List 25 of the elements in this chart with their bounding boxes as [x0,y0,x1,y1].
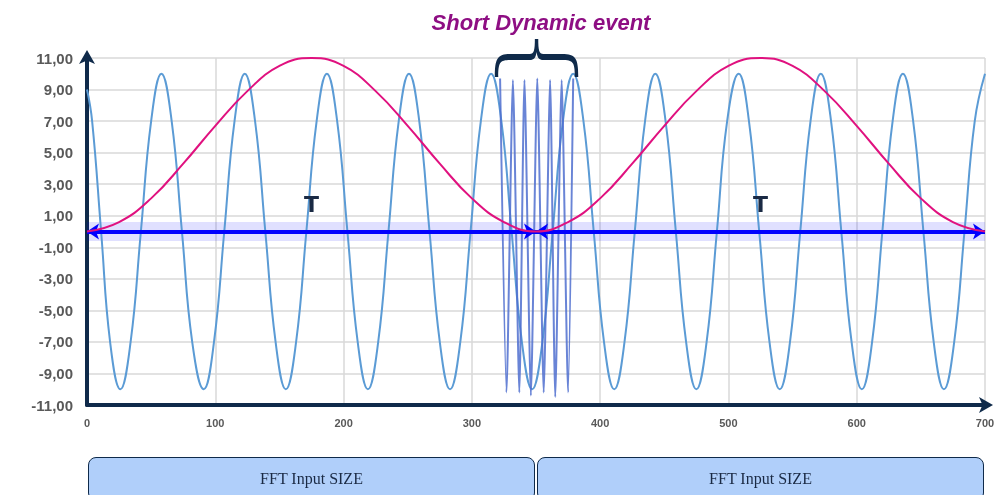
chart-title: Short Dynamic event [431,9,653,35]
x-tick-label: 200 [334,416,353,429]
y-tick-label: -5,00 [38,301,73,319]
x-tick-label: 700 [975,416,995,429]
y-tick-label: 9,00 [43,81,73,99]
x-tick-label: 600 [847,416,866,429]
y-tick-label: 1,00 [43,207,73,225]
y-tick-label: -1,00 [38,238,73,256]
text: FFT Input SIZE [537,457,984,495]
y-tick-label: -3,00 [38,270,73,288]
y-tick-label: 5,00 [43,144,73,162]
text: FFT Input SIZE [88,457,535,495]
y-tick-label: 7,00 [43,112,73,130]
x-tick-label: 0 [83,416,91,429]
x-tick-label: 100 [206,416,225,429]
y-tick-label: 3,00 [43,175,73,193]
y-tick-label: -9,00 [38,364,73,382]
x-tick-label: 300 [462,416,482,429]
y-tick-label: -7,00 [38,333,73,351]
x-tick-label: 500 [719,416,738,429]
line-series [499,77,575,399]
x-tick-label: 400 [590,416,610,429]
y-tick-label: 11,00 [36,49,73,67]
y-tick-label: -11,00 [31,396,73,414]
line-series [86,72,986,391]
